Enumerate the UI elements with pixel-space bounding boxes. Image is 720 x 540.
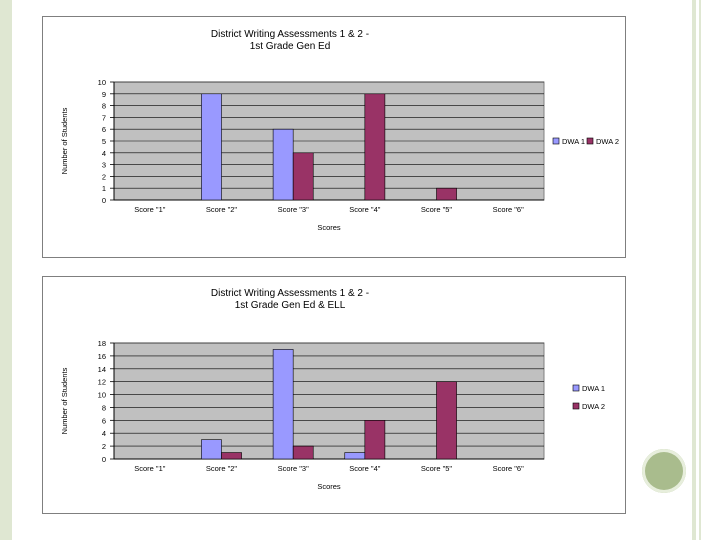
chart-2-bar-2 xyxy=(364,420,386,460)
chart-2-x-axis-label: Scores xyxy=(317,482,341,491)
chart-1-bar-2 xyxy=(364,93,386,201)
chart-2-frame: District Writing Assessments 1 & 2 -1st … xyxy=(42,276,626,514)
chart-1-title: District Writing Assessments 1 & 2 - xyxy=(211,29,369,40)
chart-2-y-tick-label: 10 xyxy=(98,391,106,400)
chart-1-legend-swatch-2 xyxy=(586,137,594,145)
chart-1-x-tick-label: Score "2" xyxy=(206,205,238,214)
chart-1-y-tick-label: 1 xyxy=(102,184,106,193)
chart-2-y-tick-label: 8 xyxy=(102,403,106,412)
chart-2-bar-1 xyxy=(344,452,366,460)
chart-1-y-axis-label: Number of Students xyxy=(60,107,69,174)
chart-1-y-tick-label: 9 xyxy=(102,90,106,99)
slide-decor-circle xyxy=(642,449,686,493)
chart-2-y-tick-label: 18 xyxy=(98,339,106,348)
chart-1-x-tick-label: Score "5" xyxy=(421,205,453,214)
chart-1-x-tick-label: Score "3" xyxy=(278,205,310,214)
chart-1-bar-2 xyxy=(292,152,314,201)
chart-1-legend-swatch-1 xyxy=(552,137,560,145)
chart-2-legend-label-2: DWA 2 xyxy=(582,402,605,411)
chart-2-legend-label-1: DWA 1 xyxy=(582,384,605,393)
chart-1-frame: District Writing Assessments 1 & 2 -1st … xyxy=(42,16,626,258)
chart-1-subtitle: 1st Grade Gen Ed xyxy=(250,41,331,52)
chart-1: District Writing Assessments 1 & 2 -1st … xyxy=(60,29,619,232)
chart-1-bar-1 xyxy=(272,128,294,201)
chart-1-y-tick-label: 6 xyxy=(102,125,106,134)
chart-1-legend-label-1: DWA 1 xyxy=(562,137,585,146)
left-decor-bar xyxy=(0,0,12,540)
chart-1-y-tick-label: 8 xyxy=(102,102,106,111)
chart-2-bar-1 xyxy=(201,439,222,460)
chart-1-legend-label-2: DWA 2 xyxy=(596,137,619,146)
chart-1-y-tick-label: 7 xyxy=(102,113,106,122)
chart-1-y-tick-label: 0 xyxy=(102,196,106,205)
chart-2-title: District Writing Assessments 1 & 2 - xyxy=(211,288,369,299)
chart-2: District Writing Assessments 1 & 2 -1st … xyxy=(60,288,605,491)
chart-1-x-axis-label: Scores xyxy=(317,223,341,232)
chart-1-x-tick-label: Score "4" xyxy=(349,205,381,214)
chart-2-y-tick-label: 14 xyxy=(98,365,106,374)
chart-2-bar-2 xyxy=(436,381,457,460)
chart-2-legend-swatch-1 xyxy=(572,384,580,392)
chart-2-y-axis-label: Number of Students xyxy=(60,367,69,434)
chart-1-y-tick-label: 2 xyxy=(102,172,106,181)
chart-1-y-tick-label: 3 xyxy=(102,161,106,170)
chart-2-subtitle: 1st Grade Gen Ed & ELL xyxy=(235,300,346,311)
chart-2-x-tick-label: Score "4" xyxy=(349,464,381,473)
chart-2-x-tick-label: Score "3" xyxy=(278,464,310,473)
chart-2-y-tick-label: 6 xyxy=(102,416,106,425)
chart-2-legend-swatch-2 xyxy=(572,402,580,410)
chart-2-y-tick-label: 12 xyxy=(98,378,106,387)
chart-2-y-tick-label: 0 xyxy=(102,455,106,464)
chart-2-plot-area xyxy=(113,342,545,460)
chart-2-bar-2 xyxy=(292,445,314,460)
chart-1-bar-1 xyxy=(201,93,222,201)
chart-1-y-tick-label: 5 xyxy=(102,137,106,146)
chart-1-y-tick-label: 10 xyxy=(98,78,106,87)
chart-1-x-tick-label: Score "1" xyxy=(134,205,166,214)
chart-2-x-tick-label: Score "5" xyxy=(421,464,453,473)
chart-2-y-tick-label: 4 xyxy=(102,429,106,438)
chart-2-y-tick-label: 2 xyxy=(102,442,106,451)
chart-2-x-tick-label: Score "6" xyxy=(493,464,525,473)
right-decor-line xyxy=(699,0,701,540)
chart-1-bar-2 xyxy=(436,187,457,201)
right-decor-bar xyxy=(692,0,696,540)
chart-1-x-tick-label: Score "6" xyxy=(493,205,525,214)
chart-2-y-tick-label: 16 xyxy=(98,352,106,361)
chart-1-y-tick-label: 4 xyxy=(102,149,106,158)
chart-2-x-tick-label: Score "2" xyxy=(206,464,238,473)
chart-2-bar-1 xyxy=(272,349,294,460)
chart-2-x-tick-label: Score "1" xyxy=(134,464,166,473)
chart-2-bar-2 xyxy=(221,452,242,460)
